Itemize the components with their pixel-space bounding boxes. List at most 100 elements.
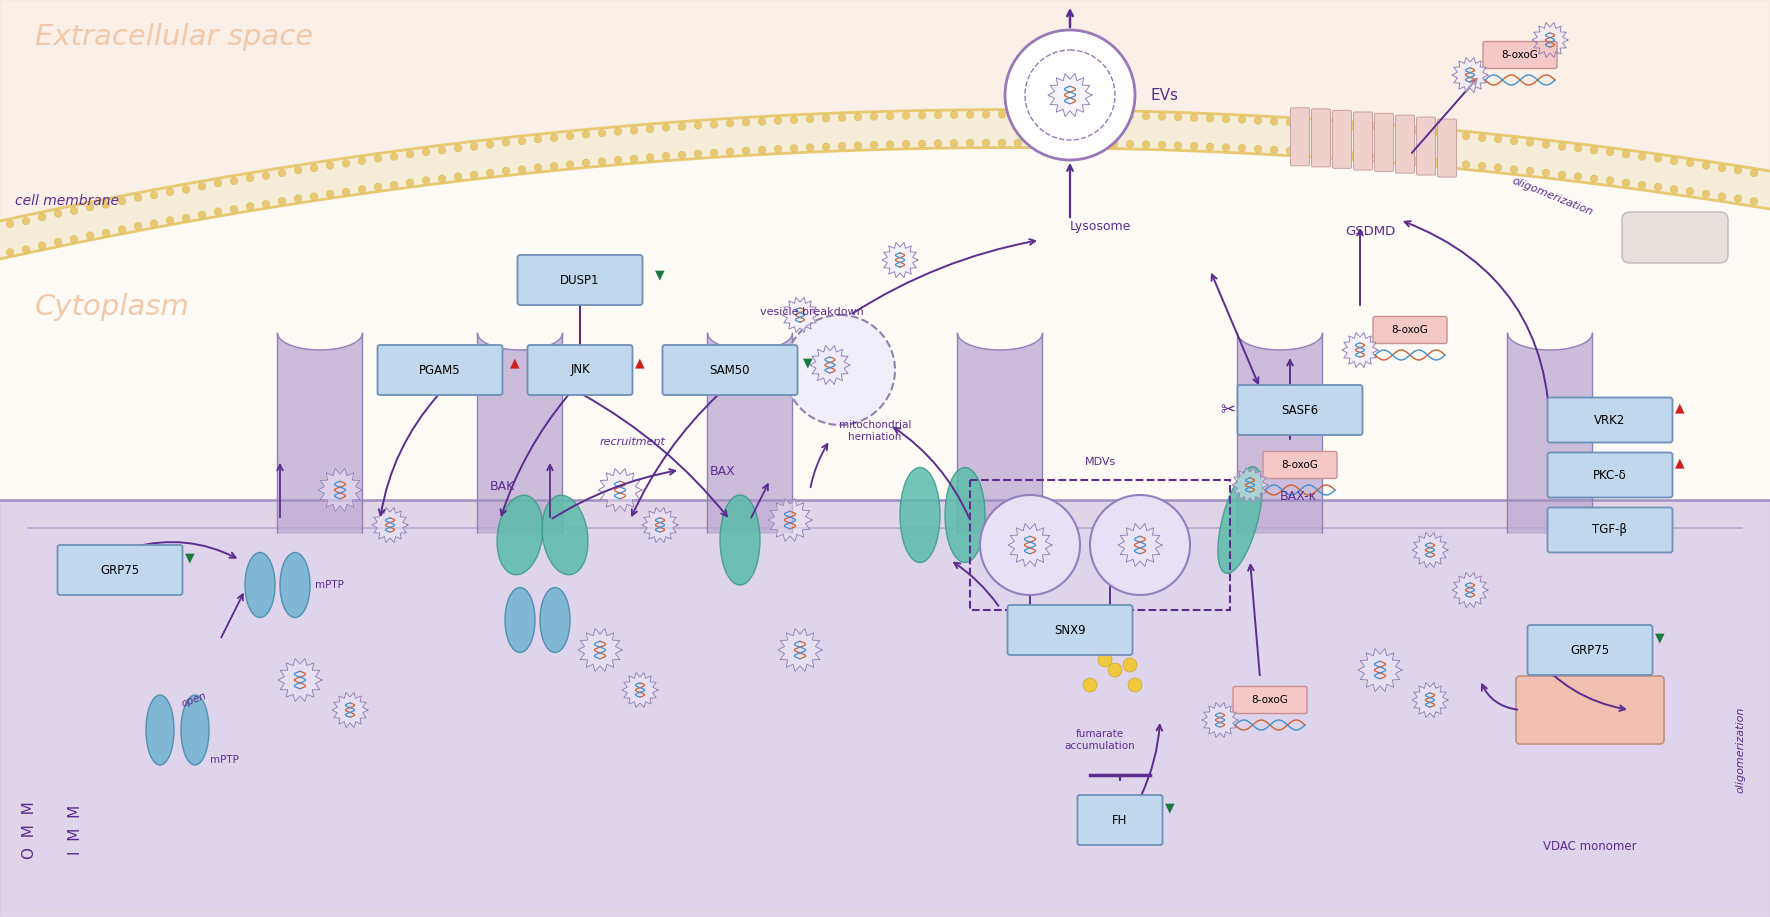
Circle shape <box>1319 149 1326 157</box>
Text: ▲: ▲ <box>635 357 644 370</box>
Circle shape <box>742 118 750 126</box>
FancyBboxPatch shape <box>57 545 182 595</box>
Circle shape <box>1108 663 1122 677</box>
Text: recruitment: recruitment <box>600 437 666 447</box>
Circle shape <box>310 193 319 200</box>
Circle shape <box>773 145 782 153</box>
Circle shape <box>1574 144 1582 152</box>
FancyBboxPatch shape <box>1237 385 1363 435</box>
Circle shape <box>1271 146 1278 154</box>
Circle shape <box>614 156 621 164</box>
Circle shape <box>935 111 942 119</box>
Circle shape <box>214 180 221 187</box>
Circle shape <box>1174 142 1182 149</box>
Circle shape <box>887 140 894 149</box>
Circle shape <box>1655 155 1662 162</box>
Circle shape <box>566 132 573 139</box>
Polygon shape <box>1048 73 1092 116</box>
Polygon shape <box>1533 22 1568 58</box>
FancyBboxPatch shape <box>1547 452 1673 498</box>
Circle shape <box>1671 185 1678 193</box>
Circle shape <box>1510 138 1519 145</box>
Text: ▼: ▼ <box>1655 632 1664 645</box>
Polygon shape <box>598 469 643 512</box>
Polygon shape <box>1412 533 1448 568</box>
Circle shape <box>1639 153 1646 160</box>
Circle shape <box>1223 116 1230 123</box>
Text: I  M  M: I M M <box>67 805 83 856</box>
FancyBboxPatch shape <box>662 345 798 395</box>
Text: BAX-κ: BAX-κ <box>1280 490 1317 503</box>
Circle shape <box>887 113 894 120</box>
FancyBboxPatch shape <box>1547 397 1673 443</box>
FancyBboxPatch shape <box>1621 212 1728 263</box>
Circle shape <box>805 144 814 151</box>
Circle shape <box>582 130 589 138</box>
Circle shape <box>103 229 110 237</box>
Circle shape <box>1398 155 1405 162</box>
FancyBboxPatch shape <box>1354 112 1372 170</box>
Circle shape <box>1335 150 1342 158</box>
Polygon shape <box>1358 648 1402 691</box>
FancyBboxPatch shape <box>1264 451 1336 479</box>
Circle shape <box>1542 169 1551 177</box>
FancyBboxPatch shape <box>1395 116 1414 173</box>
FancyBboxPatch shape <box>1528 625 1653 675</box>
Circle shape <box>646 126 653 133</box>
Text: fumarate
accumulation: fumarate accumulation <box>1064 729 1135 751</box>
Circle shape <box>1014 139 1021 147</box>
Ellipse shape <box>181 695 209 765</box>
Text: 8-oxoG: 8-oxoG <box>1281 460 1319 470</box>
Circle shape <box>182 214 189 222</box>
Circle shape <box>550 134 558 141</box>
Polygon shape <box>708 333 793 533</box>
Text: JNK: JNK <box>570 363 589 377</box>
Text: open: open <box>181 691 207 709</box>
Polygon shape <box>579 628 621 671</box>
Circle shape <box>1287 118 1294 126</box>
Circle shape <box>1189 142 1198 150</box>
Circle shape <box>87 204 94 211</box>
Circle shape <box>135 193 142 202</box>
Circle shape <box>1005 30 1135 160</box>
Circle shape <box>1142 113 1150 120</box>
Polygon shape <box>811 346 850 384</box>
Circle shape <box>1366 124 1374 131</box>
Polygon shape <box>278 658 322 702</box>
FancyBboxPatch shape <box>1437 119 1457 177</box>
Polygon shape <box>768 499 812 541</box>
Circle shape <box>1158 141 1166 149</box>
Circle shape <box>1558 143 1566 150</box>
Circle shape <box>503 167 510 174</box>
Circle shape <box>726 148 735 156</box>
FancyBboxPatch shape <box>1007 605 1133 655</box>
Circle shape <box>71 236 78 243</box>
FancyBboxPatch shape <box>377 345 503 395</box>
Circle shape <box>1494 136 1501 143</box>
Ellipse shape <box>244 553 274 617</box>
Circle shape <box>535 136 542 143</box>
Polygon shape <box>372 507 409 543</box>
Circle shape <box>998 139 1005 147</box>
Text: FH: FH <box>1112 813 1127 826</box>
Circle shape <box>1751 197 1758 205</box>
Circle shape <box>1205 143 1214 150</box>
Circle shape <box>1319 121 1326 128</box>
Circle shape <box>1062 139 1069 147</box>
Circle shape <box>678 151 685 159</box>
Text: 8-oxoG: 8-oxoG <box>1391 325 1428 335</box>
Circle shape <box>1158 113 1166 120</box>
Text: ▼: ▼ <box>804 357 812 370</box>
Circle shape <box>1030 139 1037 147</box>
Polygon shape <box>333 692 368 727</box>
Circle shape <box>582 159 589 167</box>
Circle shape <box>1303 119 1310 127</box>
Circle shape <box>262 201 269 208</box>
Circle shape <box>786 315 896 425</box>
Circle shape <box>773 116 782 125</box>
Ellipse shape <box>945 468 984 562</box>
Circle shape <box>855 114 862 121</box>
Circle shape <box>1542 140 1551 149</box>
Circle shape <box>342 188 350 195</box>
Circle shape <box>903 112 910 119</box>
